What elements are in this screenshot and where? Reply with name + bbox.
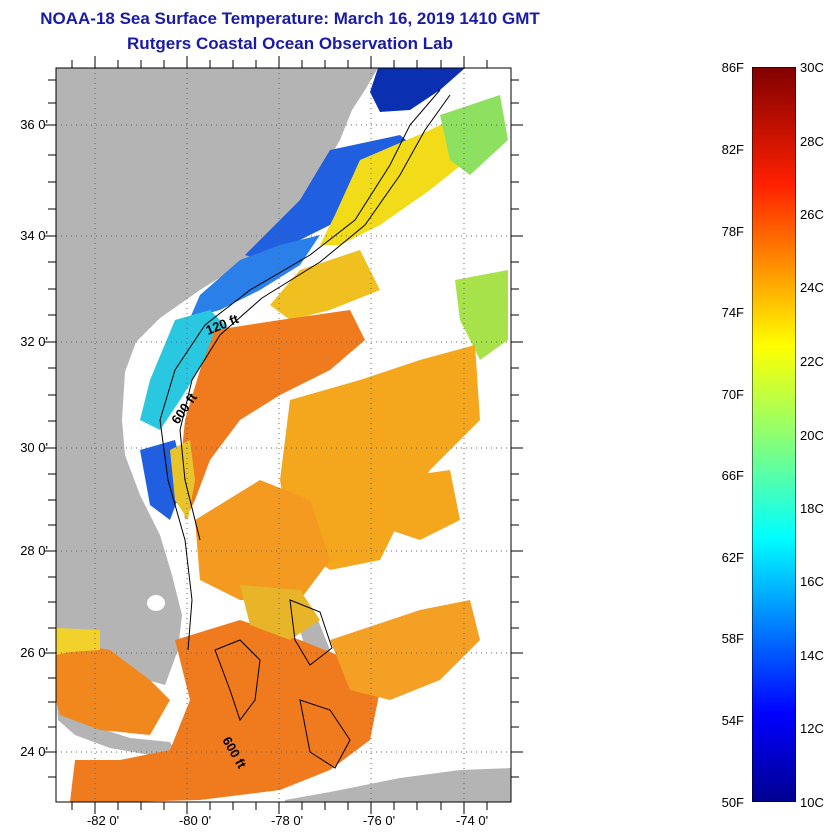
colorbar-c-label: 26C (800, 207, 824, 222)
map-title: NOAA-18 Sea Surface Temperature: March 1… (40, 9, 540, 28)
lon-label: -82 0' (86, 813, 120, 828)
sst-orange-central (195, 480, 330, 600)
isobath-lines (159, 89, 451, 769)
sst-green-offshore-2 (455, 270, 508, 360)
graticule (56, 68, 511, 802)
colorbar-c-label: 10C (800, 795, 824, 810)
sst-cold-shelf-mid (190, 235, 320, 318)
sst-orange-offshore (280, 345, 480, 570)
sst-yellow-florida-shelf (170, 440, 195, 520)
colorbar-f-label: 66F (721, 468, 744, 483)
colorbar-f-label: 82F (721, 142, 744, 157)
sst-orange-south (70, 620, 380, 802)
sst-orange-gulf-west (56, 640, 170, 735)
colorbar-f-label: 74F (721, 305, 744, 320)
colorbar-f-label: 58F (721, 631, 744, 646)
colorbar-c-label: 28C (800, 134, 824, 149)
colorbar-c-label: 30C (800, 60, 824, 75)
lat-label: 28 0' (20, 543, 48, 558)
colorbar-f-label: 86F (721, 60, 744, 75)
map-frame (55, 67, 512, 803)
sst-orange-bahamas-east (330, 600, 480, 700)
lat-label: 32 0' (20, 334, 48, 349)
sst-orange-gulfstream (180, 310, 365, 520)
lat-label: 36 0' (20, 117, 48, 132)
land-keys (56, 690, 175, 755)
colorbar-f-label: 54F (721, 713, 744, 728)
land-lake-okeechobee (147, 595, 165, 611)
map-subtitle: Rutgers Coastal Ocean Observation Lab (127, 34, 453, 53)
lon-label: -78 0' (270, 813, 304, 828)
frame-ticks (44, 56, 523, 814)
lon-label: -80 0' (178, 813, 212, 828)
colorbar-c-label: 24C (800, 280, 824, 295)
sst-yellow-edge (270, 250, 380, 320)
lon-label: -74 0' (455, 813, 489, 828)
sst-cold-hatteras (370, 68, 465, 112)
lat-label: 30 0' (20, 440, 48, 455)
land-mainland (56, 68, 378, 685)
lat-label: 34 0' (20, 228, 48, 243)
colorbar (752, 67, 796, 802)
lat-label: 26 0' (20, 645, 48, 660)
colorbar-c-label: 14C (800, 648, 824, 663)
sst-cyan-shelf (140, 310, 230, 430)
colorbar-f-label: 70F (721, 387, 744, 402)
colorbar-c-label: 12C (800, 721, 824, 736)
land-cuba (285, 768, 511, 802)
sst-orange-east (380, 470, 460, 540)
sst-yellow-bahamas (240, 585, 320, 640)
colorbar-c-label: 22C (800, 354, 824, 369)
colorbar-c-label: 16C (800, 574, 824, 589)
lat-label: 24 0' (20, 744, 48, 759)
sst-green-offshore (440, 95, 508, 175)
colorbar-f-label: 78F (721, 224, 744, 239)
colorbar-f-label: 50F (721, 795, 744, 810)
lon-label: -76 0' (362, 813, 396, 828)
colorbar-c-label: 18C (800, 501, 824, 516)
sst-yellow-gulf (56, 628, 100, 655)
colorbar-f-label: 62F (721, 550, 744, 565)
colorbar-c-label: 20C (800, 428, 824, 443)
